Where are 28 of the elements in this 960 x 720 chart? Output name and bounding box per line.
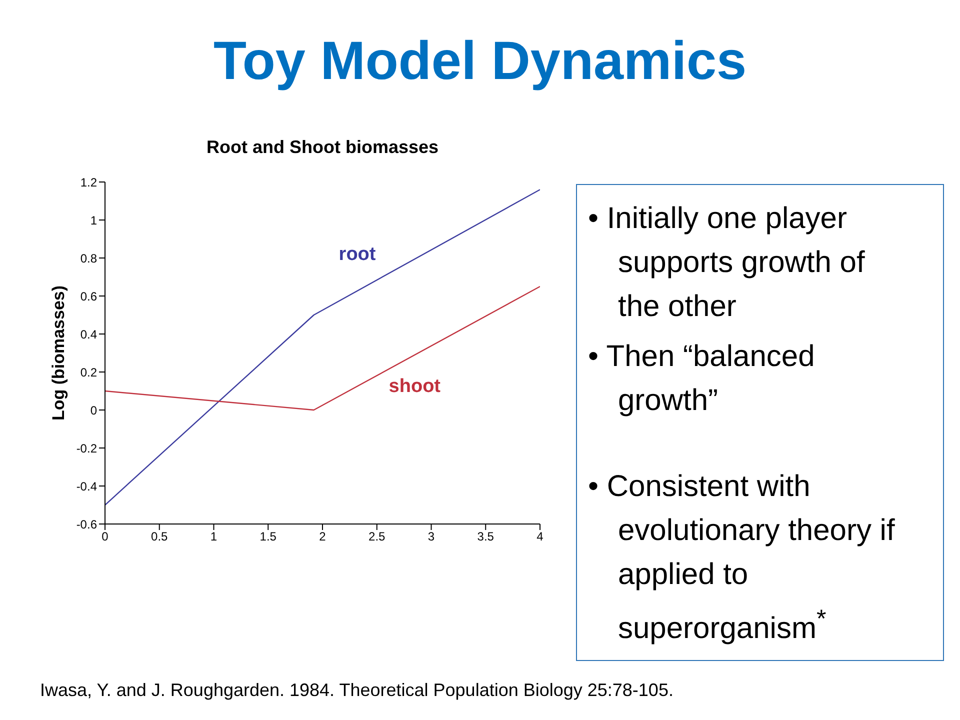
x-tick-label: 3 — [428, 530, 435, 544]
x-tick-label: 2.5 — [368, 530, 386, 544]
y-tick-label: 0.8 — [80, 251, 98, 266]
y-tick-label: -0.2 — [76, 441, 98, 456]
x-tick-label: 1.5 — [260, 530, 277, 544]
x-tick-label: 0.5 — [151, 530, 168, 544]
text: Iwasa, Y. and J. Roughgarden. 1984. Theoretical Population Biology 25:78-105. — [40, 680, 674, 701]
y-tick-label: 1.2 — [80, 175, 98, 190]
series-label: root — [338, 244, 376, 265]
chart-subtitle: Root and Shoot biomasses — [205, 137, 440, 158]
x-tick-label: 1 — [210, 530, 218, 544]
text: • Initially one player supports growth of the other — [588, 201, 866, 325]
y-tick-label: -0.4 — [76, 479, 98, 494]
text: • Then “balanced growth” — [588, 339, 816, 419]
text: • Consistent with evolutionary theory if applied to superorganism$^{*}$ — [588, 469, 896, 647]
y-tick-label: -0.6 — [76, 517, 98, 532]
x-tick-label: 2 — [319, 530, 326, 544]
y-tick-label: 0.2 — [80, 365, 98, 380]
y-tick-label: 0.6 — [80, 289, 98, 304]
y-axis-title: Log (biomasses) — [49, 285, 68, 421]
y-tick-label: 0.4 — [80, 327, 98, 342]
x-tick-label: 0 — [102, 530, 109, 544]
x-tick-label: 4 — [536, 530, 544, 544]
y-tick-label: 0 — [90, 403, 98, 418]
y-tick-label: 1 — [90, 213, 98, 228]
chart-title: Toy Model Dynamics — [212, 30, 748, 92]
series-label: shoot — [388, 376, 442, 397]
x-tick-label: 3.5 — [477, 530, 494, 544]
